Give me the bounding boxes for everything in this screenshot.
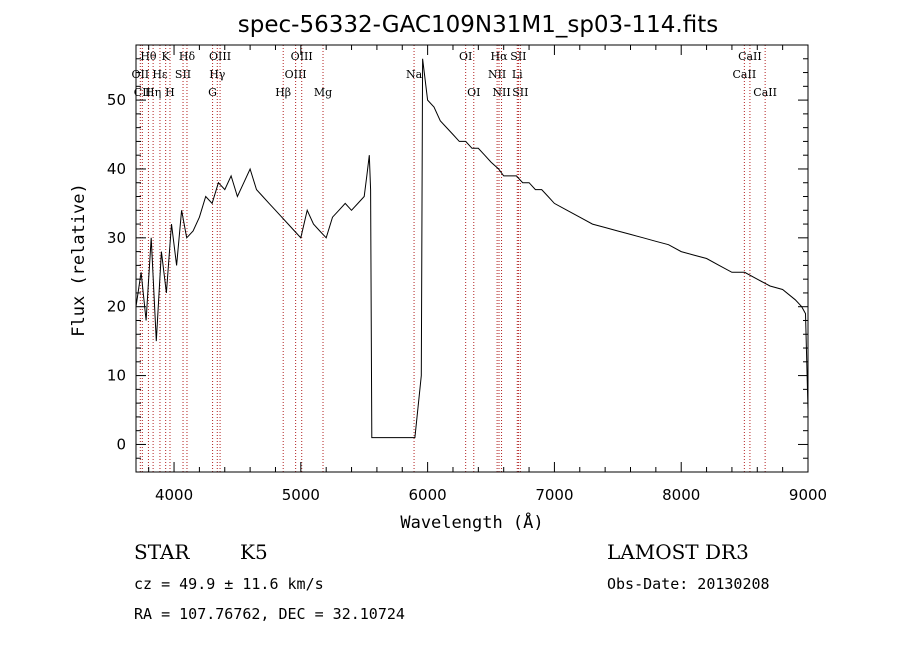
coordinates: RA = 107.76762, DEC = 32.10724 bbox=[134, 605, 405, 623]
y-axis-label: Flux (relative) bbox=[69, 183, 89, 337]
line-label: NII bbox=[488, 68, 506, 81]
y-tick-label: 50 bbox=[107, 91, 126, 109]
line-label: OIII bbox=[285, 68, 307, 81]
x-tick-label: 4000 bbox=[155, 486, 193, 504]
line-label: OI bbox=[467, 86, 480, 99]
line-label: OI bbox=[459, 50, 472, 63]
line-label: H bbox=[165, 86, 175, 99]
line-label: Li bbox=[512, 68, 523, 81]
chart-title: spec-56332-GAC109N31M1_sp03-114.fits bbox=[238, 12, 718, 38]
line-label: CaII bbox=[753, 86, 777, 99]
x-tick-label: 9000 bbox=[789, 486, 827, 504]
line-label: Hη bbox=[145, 86, 161, 99]
line-label: OII bbox=[131, 68, 149, 81]
survey-name: LAMOST DR3 bbox=[607, 540, 749, 564]
y-axis-ticks: 0 10 20 30 40 50 bbox=[107, 58, 808, 459]
line-label: Hδ bbox=[179, 50, 196, 63]
line-label: CII bbox=[134, 86, 151, 99]
line-label: NII bbox=[492, 86, 510, 99]
x-tick-label: 7000 bbox=[535, 486, 573, 504]
x-axis-ticks: 4000 5000 6000 7000 8000 9000 bbox=[148, 45, 827, 504]
line-label: OIII bbox=[209, 50, 231, 63]
x-tick-label: 5000 bbox=[282, 486, 320, 504]
line-label: Hγ bbox=[209, 68, 226, 81]
line-label: SII bbox=[175, 68, 191, 81]
plot-frame bbox=[135, 44, 809, 473]
x-axis-label: Wavelength (Å) bbox=[400, 511, 543, 533]
spectral-line-markers bbox=[139, 45, 766, 472]
line-label: Mg bbox=[314, 86, 332, 99]
line-label: OIII bbox=[291, 50, 313, 63]
y-tick-label: 10 bbox=[107, 367, 126, 385]
spectral-line-labels: OIICIIHθHηHεKHSIIHδGHγOIIIHβOIIIOIIIMgNa… bbox=[131, 50, 777, 99]
line-label: Hε bbox=[152, 68, 168, 81]
y-tick-label: 30 bbox=[107, 229, 126, 247]
spectrum-curve bbox=[135, 58, 809, 439]
y-tick-label: 40 bbox=[107, 160, 126, 178]
observation-date: Obs-Date: 20130208 bbox=[607, 575, 770, 593]
line-label: CaII bbox=[733, 68, 757, 81]
line-label: SII bbox=[512, 86, 528, 99]
x-tick-label: 8000 bbox=[662, 486, 700, 504]
line-label: Hβ bbox=[275, 86, 291, 99]
line-label: G bbox=[208, 86, 217, 99]
line-label: Hα bbox=[490, 50, 508, 63]
object-subclass: K5 bbox=[240, 540, 268, 564]
line-label: Na bbox=[406, 68, 423, 81]
x-tick-label: 6000 bbox=[409, 486, 447, 504]
redshift-velocity: cz = 49.9 ± 11.6 km/s bbox=[134, 575, 324, 593]
line-label: CaII bbox=[738, 50, 762, 63]
spectrum-plot: OIICIIHθHηHεKHSIIHδGHγOIIIHβOIIIOIIIMgNa… bbox=[69, 12, 827, 533]
line-label: SII bbox=[510, 50, 526, 63]
line-label: K bbox=[162, 50, 171, 63]
y-tick-label: 20 bbox=[107, 298, 126, 316]
line-label: Hθ bbox=[140, 50, 157, 63]
y-tick-label: 0 bbox=[116, 435, 126, 453]
object-class: STAR bbox=[134, 540, 190, 564]
